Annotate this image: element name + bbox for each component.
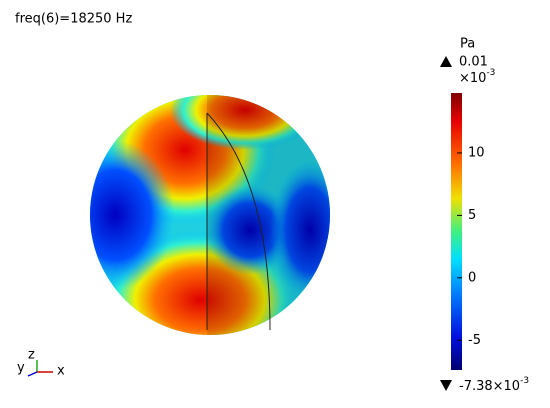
min-marker (440, 380, 452, 391)
multiplier-base: ×10 (459, 71, 486, 86)
colorbar-tick-label: 5 (468, 208, 476, 223)
min-base: -7.38×10 (459, 379, 520, 394)
colorbar-tick-label: 0 (468, 270, 476, 285)
colorbar-tick-label: -5 (468, 333, 481, 348)
triad-z: z (28, 348, 35, 363)
triad-x: x (57, 364, 65, 379)
min-label: -7.38×10-3 (459, 376, 529, 394)
multiplier-exponent: -3 (486, 68, 495, 78)
min-exponent: -3 (520, 376, 529, 386)
cut-edge (206, 112, 271, 331)
triad-axis (27, 371, 38, 377)
sphere (90, 95, 330, 335)
colorbar (451, 93, 462, 370)
max-label: 0.01 (459, 55, 488, 70)
unit: Pa (460, 37, 475, 52)
triad-y: y (17, 361, 25, 376)
multiplier: ×10-3 (459, 68, 495, 86)
colorbar-tick-label: 10 (468, 145, 485, 160)
max-marker (440, 56, 452, 67)
title: freq(6)=18250 Hz (15, 12, 132, 27)
